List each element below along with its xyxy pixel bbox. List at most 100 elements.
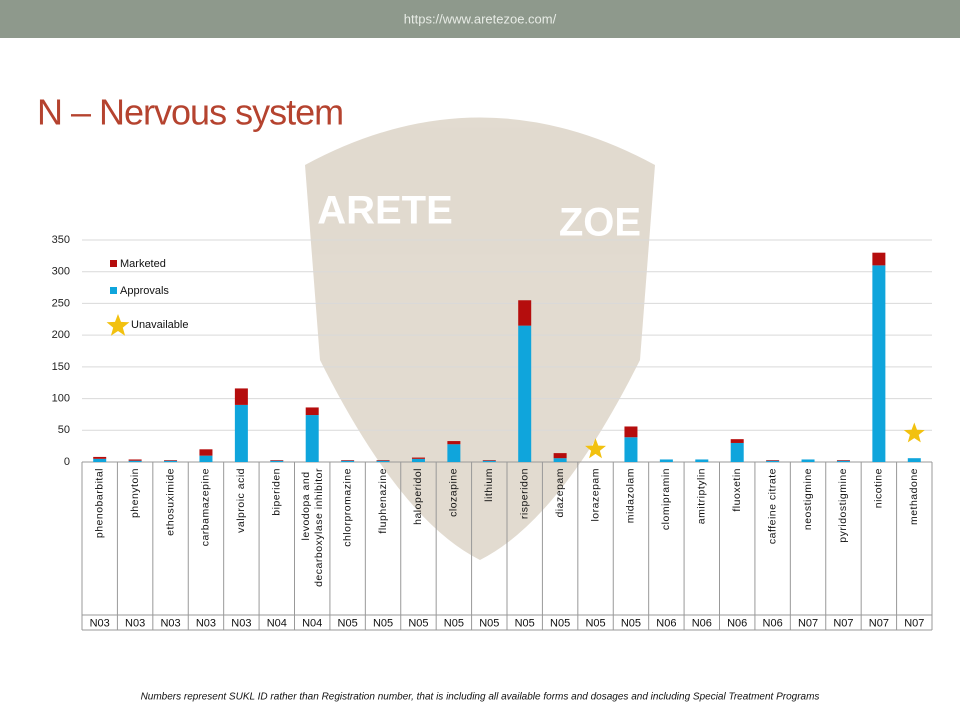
bar-segment bbox=[836, 460, 850, 462]
bar-segment bbox=[270, 460, 284, 461]
bar-segment bbox=[553, 453, 567, 459]
bar-segment bbox=[305, 415, 319, 462]
group-label: N05 bbox=[621, 617, 641, 629]
bar-segment bbox=[801, 459, 815, 462]
x-tick-label: pyridostigmine bbox=[837, 468, 849, 543]
x-tick-label: fluoxetin bbox=[731, 468, 743, 512]
group-label: N07 bbox=[904, 617, 924, 629]
x-tick-label: midazolam bbox=[625, 468, 637, 523]
group-label: N03 bbox=[160, 617, 180, 629]
shield bbox=[305, 117, 655, 560]
bar-segment bbox=[376, 460, 390, 461]
group-label: N06 bbox=[656, 617, 676, 629]
bar-segment bbox=[341, 460, 355, 462]
bar-segment bbox=[872, 252, 886, 266]
group-label: N07 bbox=[833, 617, 853, 629]
bar-segment bbox=[164, 460, 178, 461]
legend-label: Approvals bbox=[120, 285, 169, 297]
group-label: N04 bbox=[267, 617, 287, 629]
bar-segment bbox=[624, 426, 638, 438]
group-label: N05 bbox=[338, 617, 358, 629]
x-tick-label: lorazepam bbox=[589, 468, 601, 522]
x-tick-label: phenobarbital bbox=[93, 468, 105, 538]
group-label: N05 bbox=[550, 617, 570, 629]
y-tick-label: 150 bbox=[52, 361, 70, 373]
bar-segment bbox=[518, 300, 532, 326]
label-line: levodopa and bbox=[300, 468, 312, 540]
bar-segment bbox=[270, 460, 284, 462]
bar-segment bbox=[624, 437, 638, 462]
bar-segment bbox=[199, 449, 213, 456]
group-label: N05 bbox=[479, 617, 499, 629]
group-label: N05 bbox=[408, 617, 428, 629]
bar-segment bbox=[447, 441, 461, 445]
bar-segment bbox=[482, 460, 496, 461]
bar-segment bbox=[376, 460, 390, 462]
y-tick-label: 100 bbox=[52, 392, 70, 404]
slide-title: N – Nervous system bbox=[37, 92, 343, 133]
bar-segment bbox=[341, 460, 355, 461]
x-tick-label: haloperidol bbox=[412, 468, 424, 525]
bar-segment bbox=[766, 460, 780, 461]
bar-segment bbox=[447, 444, 461, 462]
watermark: ARETE ZOE bbox=[305, 117, 655, 560]
watermark-text: ZOE bbox=[559, 201, 641, 245]
y-tick-label: 250 bbox=[52, 297, 70, 309]
bar-segment bbox=[872, 265, 886, 462]
legend-symbol bbox=[110, 260, 117, 267]
bar-segment bbox=[128, 460, 142, 462]
legend-label: Marketed bbox=[120, 258, 166, 270]
header-bar bbox=[0, 0, 960, 38]
bar-segment bbox=[659, 459, 673, 462]
x-tick-label: methadone bbox=[908, 468, 920, 525]
x-tick-label: carbamazepine bbox=[200, 468, 212, 546]
group-label: N04 bbox=[302, 617, 322, 629]
watermark-text: ARETE bbox=[317, 189, 453, 233]
group-label: N05 bbox=[373, 617, 393, 629]
x-tick-label: levodopa and decarboxylase inhibitor bbox=[300, 468, 325, 587]
star-marker bbox=[585, 438, 606, 459]
group-label: N05 bbox=[444, 617, 464, 629]
bar-segment bbox=[907, 458, 921, 462]
x-tick-label: neostigmine bbox=[802, 468, 814, 530]
header-url: https://www.aretezoe.com/ bbox=[404, 11, 557, 26]
x-tick-label: clomipramin bbox=[660, 468, 672, 530]
y-tick-label: 0 bbox=[64, 456, 70, 468]
group-label: N06 bbox=[692, 617, 712, 629]
bar-segment bbox=[93, 458, 107, 462]
y-tick-label: 200 bbox=[52, 329, 70, 341]
x-tick-label: lithium bbox=[483, 468, 495, 502]
x-tick-label: biperiden bbox=[271, 468, 283, 516]
group-label: N07 bbox=[869, 617, 889, 629]
x-tick-label: valproic acid bbox=[235, 468, 247, 533]
bar-segment bbox=[305, 407, 319, 416]
x-tick-label: clozapine bbox=[448, 468, 460, 517]
chart: 0 50 100 150 200 250 300 350 phenobarbital N03 phe… bbox=[52, 234, 933, 631]
bar-segment bbox=[411, 458, 425, 462]
legend-label: Unavailable bbox=[131, 319, 188, 331]
y-tick-label: 300 bbox=[52, 266, 70, 278]
y-tick-label: 350 bbox=[52, 234, 70, 246]
bar-segment bbox=[234, 388, 248, 405]
group-label: N06 bbox=[763, 617, 783, 629]
x-tick-label: fluphenazine bbox=[377, 468, 389, 534]
group-label: N06 bbox=[727, 617, 747, 629]
x-tick-label: caffeine citrate bbox=[766, 468, 778, 544]
bar-segment bbox=[518, 325, 532, 462]
bar-segment bbox=[730, 439, 744, 443]
label-line: decarboxylase inhibitor bbox=[313, 468, 325, 587]
group-label: N03 bbox=[231, 617, 251, 629]
bar-segment bbox=[199, 455, 213, 462]
group-label: N03 bbox=[196, 617, 216, 629]
x-tick-label: ethosuximide bbox=[164, 468, 176, 536]
bar-segment bbox=[553, 458, 567, 462]
bar-segment bbox=[164, 460, 178, 462]
group-label: N05 bbox=[585, 617, 605, 629]
x-tick-label: risperidon bbox=[518, 468, 530, 519]
y-tick-label: 50 bbox=[58, 424, 70, 436]
group-label: N03 bbox=[125, 617, 145, 629]
bar-segment bbox=[234, 404, 248, 462]
x-tick-label: amitriptylin bbox=[696, 468, 708, 524]
x-tick-label: diazepam bbox=[554, 468, 566, 518]
